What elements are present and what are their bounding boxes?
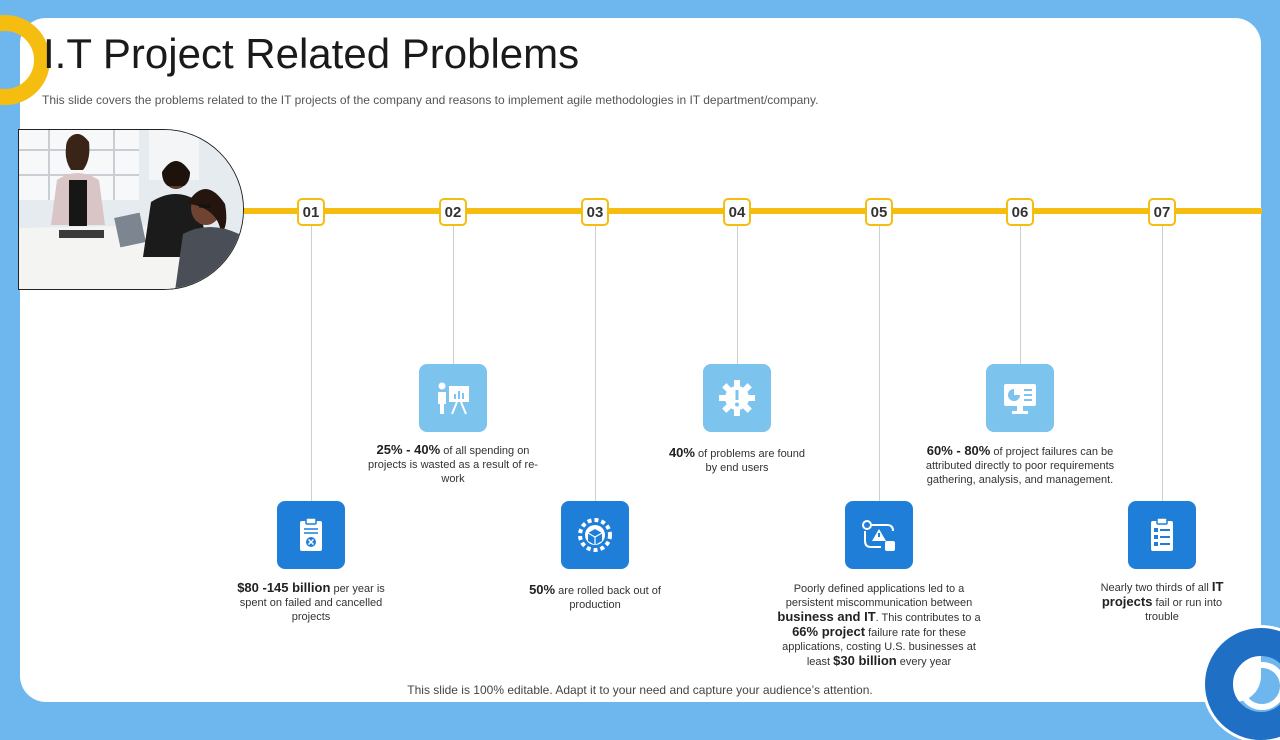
step-connector-line [1020,226,1021,364]
step-highlight-text: 60% - 80% [926,443,991,458]
step-description: $80 -145 billion per year is spent on fa… [236,581,386,624]
step-description: 40% of problems are found by end users [662,446,812,475]
step-body-text: per year is spent on failed and cancelle… [239,583,385,623]
step-number-badge: 03 [581,198,609,226]
step-connector-line [1162,226,1163,501]
step-body-text: fail or run into trouble [1145,597,1223,623]
page-subtitle: This slide covers the problems related t… [42,93,819,107]
clipboard-x-icon [277,501,345,569]
step-description: 60% - 80% of project failures can be att… [925,444,1115,487]
gear-box-icon [561,501,629,569]
step-connector-line [595,226,596,501]
step-description: Nearly two thirds of all IT projects fai… [1092,580,1232,624]
step-highlight-text: business and IT [777,609,876,624]
step-body-text: Nearly two thirds of all [1100,582,1212,594]
step-body-text: of all spending on projects is wasted as… [368,445,538,485]
step-number-badge: 02 [439,198,467,226]
gear-alert-icon [703,364,771,432]
step-connector-line [453,226,454,364]
step-body-text: of problems are found by end users [694,448,806,474]
step-number-badge: 05 [865,198,893,226]
footer-note: This slide is 100% editable. Adapt it to… [407,683,873,697]
team-meeting-photo [18,129,244,290]
step-description: Poorly defined applications led to a per… [769,582,989,669]
step-highlight-text: $80 -145 billion [237,580,331,595]
step-highlight-text: 50% [529,582,556,597]
step-body-text: . This contributes to a [875,612,981,624]
step-body-text: failure rate for these applications, cos… [782,627,976,668]
timeline-bar [244,208,1262,214]
step-body-text: of project failures can be attributed di… [925,446,1115,486]
step-number-badge: 04 [723,198,751,226]
step-description: 50% are rolled back out of production [525,583,665,612]
step-body-text: every year [896,656,952,668]
step-number-badge: 06 [1006,198,1034,226]
workflow-icon [845,501,913,569]
step-highlight-text: 40% [668,445,695,460]
step-highlight-text: IT projects [1101,579,1224,609]
page-title: I.T Project Related Problems [43,30,580,77]
step-connector-line [879,226,880,501]
step-highlight-text: 66% project [792,624,866,639]
step-body-text: are rolled back out of production [555,585,661,611]
step-highlight-text: 25% - 40% [376,442,441,457]
step-number-badge: 07 [1148,198,1176,226]
step-number-badge: 01 [297,198,325,226]
decorative-ring-bottom-right-inner [1238,662,1280,710]
checklist-icon [1128,501,1196,569]
step-connector-line [737,226,738,364]
monitor-chart-icon [986,364,1054,432]
presentation-icon [419,364,487,432]
slide-card [20,18,1261,702]
step-body-text: Poorly defined applications led to a per… [785,583,973,609]
step-connector-line [311,226,312,501]
step-description: 25% - 40% of all spending on projects is… [368,443,538,486]
step-highlight-text: $30 billion [833,653,897,668]
